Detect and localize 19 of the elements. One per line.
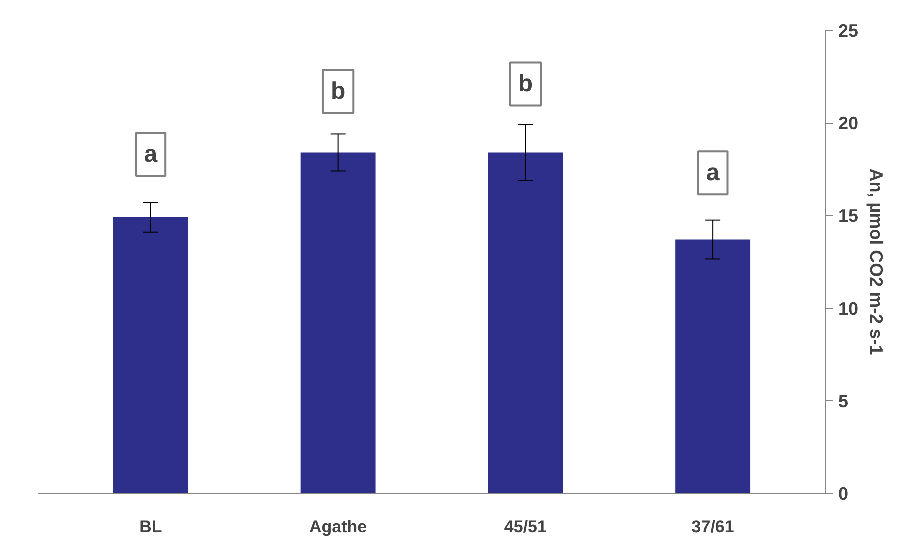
bar [676,240,751,494]
y-tick-label: 25 [838,21,859,41]
annotation: a [706,160,720,187]
y-tick-label: 20 [838,114,859,134]
bar [113,218,188,494]
x-tick-label: Agathe [310,518,368,536]
y-tick-label: 15 [838,206,859,226]
annotation: b [518,70,534,98]
bar [488,152,564,494]
x-tick-label: 45/51 [504,518,547,536]
x-tick-label: BL [140,518,162,536]
x-tick-label: 37/61 [692,518,734,536]
y-tick-label: 0 [838,484,849,504]
y-axis-title: An, µmol CO2 m-2 s-1 [866,168,887,356]
bar [300,152,376,494]
annotation: a [144,141,158,168]
y-tick-label: 10 [838,298,859,319]
annotation: b [330,78,346,106]
y-tick-label: 5 [838,391,849,412]
